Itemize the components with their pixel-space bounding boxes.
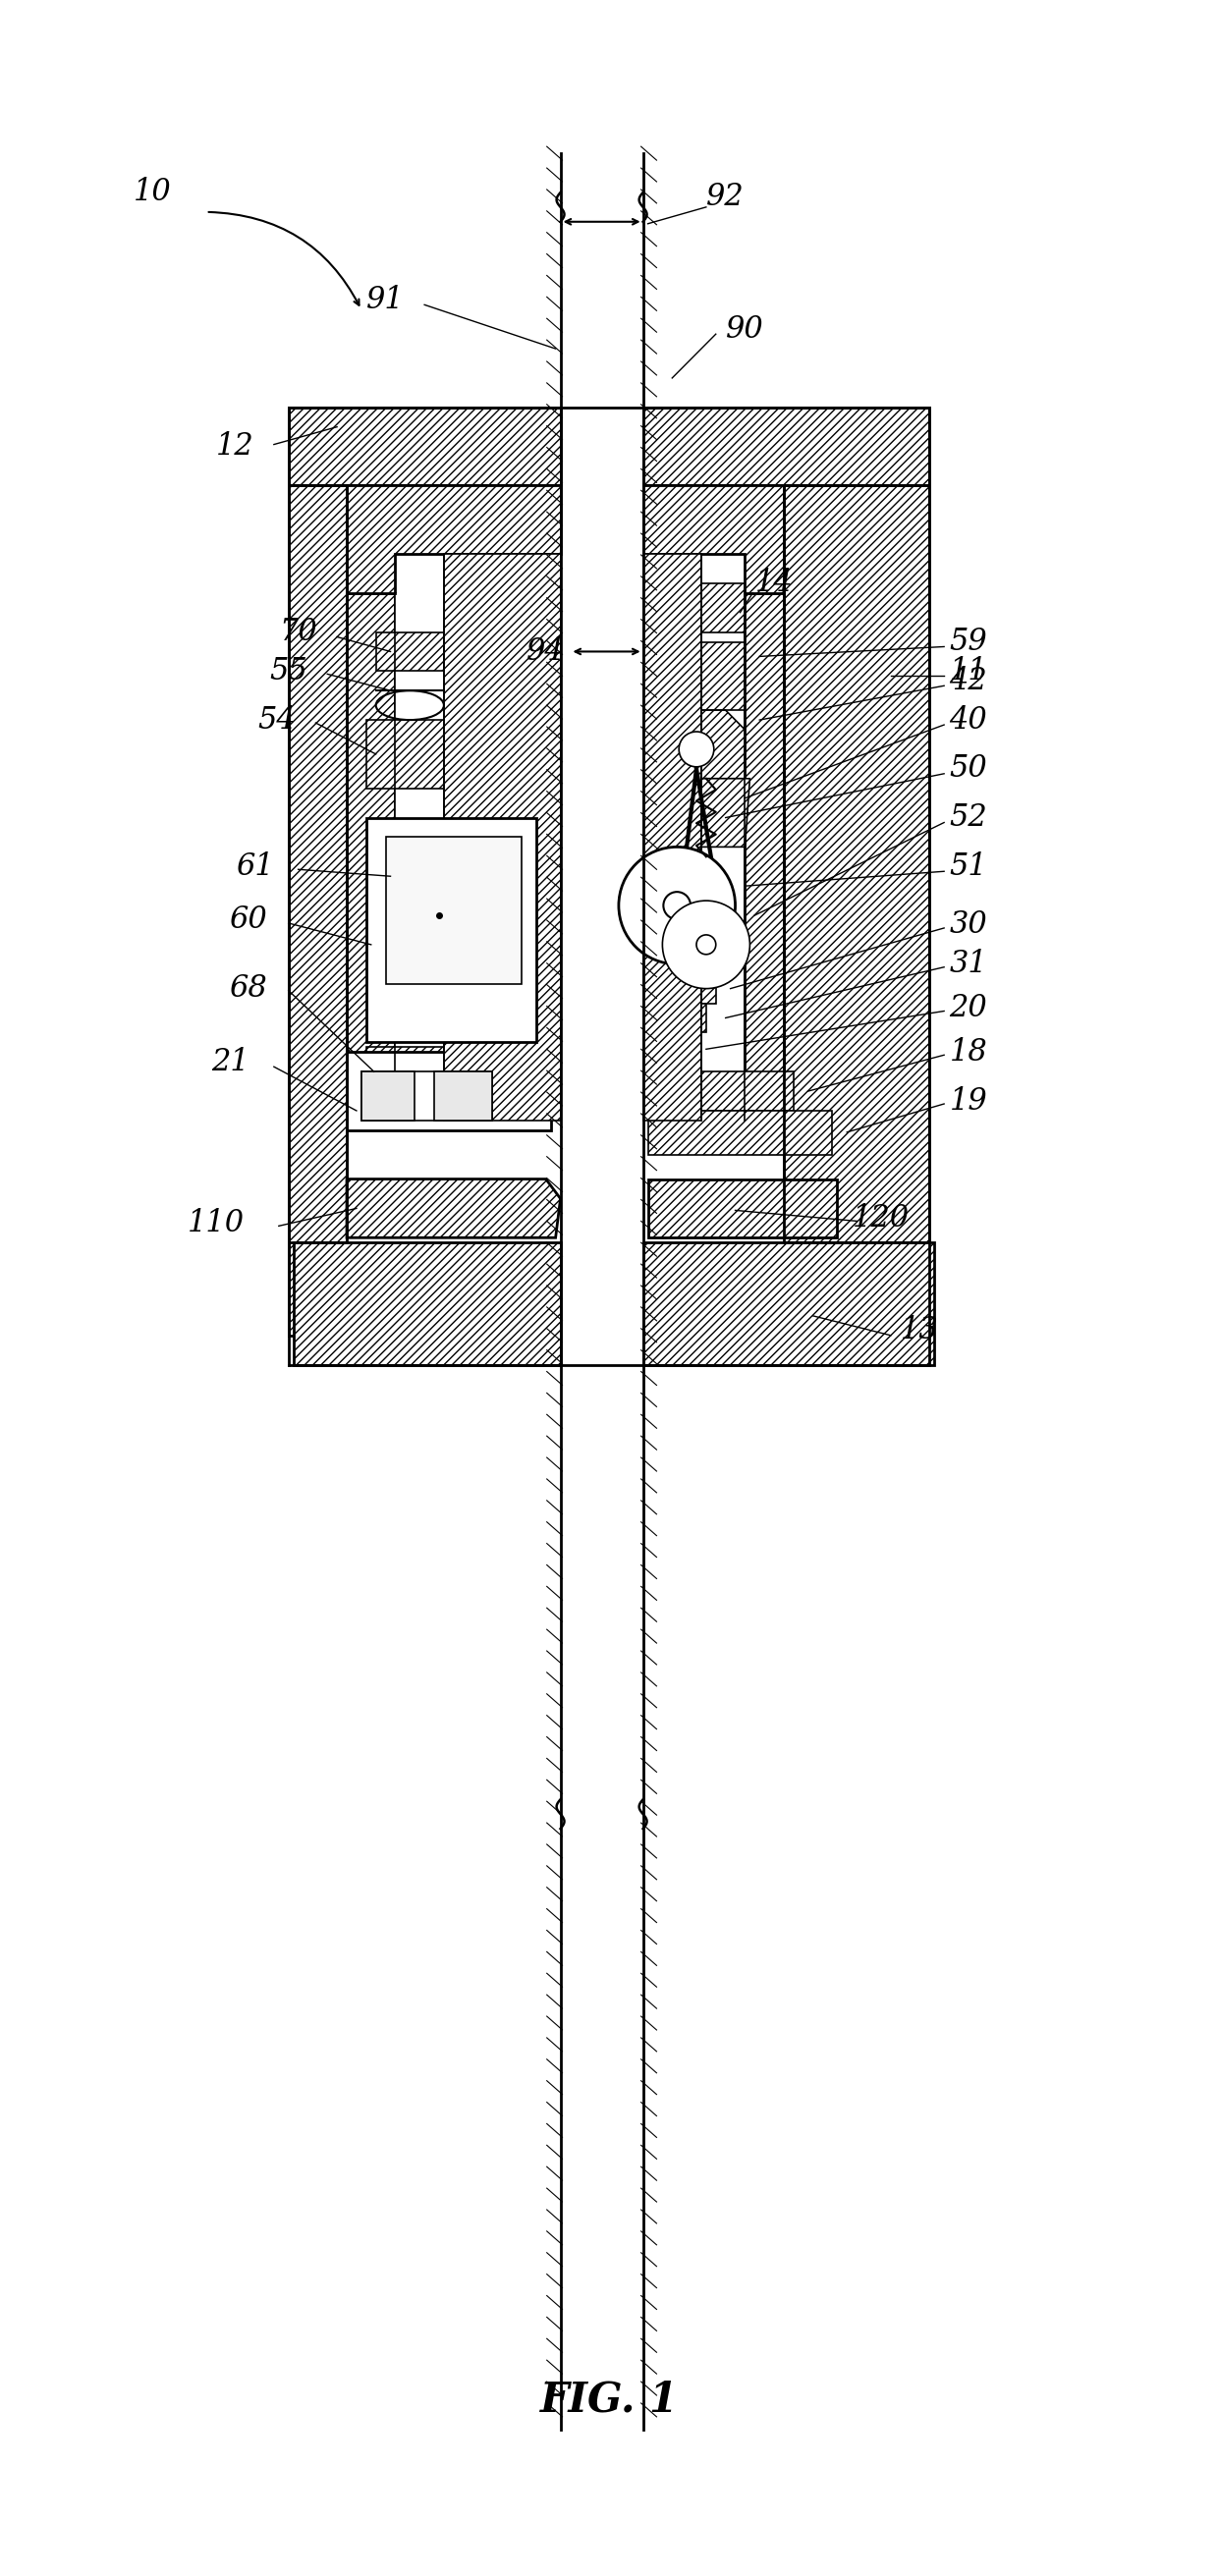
Text: 50: 50 bbox=[949, 755, 988, 783]
Text: 11: 11 bbox=[949, 657, 988, 685]
Polygon shape bbox=[677, 582, 745, 631]
Text: 60: 60 bbox=[229, 904, 267, 935]
Polygon shape bbox=[386, 837, 521, 984]
Polygon shape bbox=[643, 484, 784, 592]
Polygon shape bbox=[289, 484, 347, 1334]
Text: 19: 19 bbox=[949, 1084, 988, 1115]
Text: 13: 13 bbox=[901, 1316, 939, 1345]
Polygon shape bbox=[376, 631, 443, 672]
Polygon shape bbox=[648, 711, 745, 778]
Polygon shape bbox=[643, 554, 702, 1121]
Circle shape bbox=[619, 848, 736, 963]
Text: 18: 18 bbox=[949, 1038, 988, 1066]
Circle shape bbox=[664, 891, 691, 920]
Text: 55: 55 bbox=[269, 657, 307, 685]
Text: 31: 31 bbox=[949, 948, 988, 979]
Text: 52: 52 bbox=[949, 801, 988, 832]
Text: 70: 70 bbox=[279, 616, 317, 647]
Polygon shape bbox=[643, 1242, 934, 1365]
Polygon shape bbox=[367, 1048, 531, 1100]
Polygon shape bbox=[362, 1072, 492, 1121]
Text: 68: 68 bbox=[229, 974, 267, 1005]
Polygon shape bbox=[643, 407, 929, 484]
Text: 61: 61 bbox=[235, 850, 274, 881]
Polygon shape bbox=[396, 554, 560, 1121]
Text: FIG. 1: FIG. 1 bbox=[540, 2380, 678, 2421]
Polygon shape bbox=[653, 778, 750, 848]
Text: 94: 94 bbox=[527, 636, 565, 667]
Polygon shape bbox=[434, 1072, 492, 1121]
Text: 110: 110 bbox=[188, 1208, 244, 1239]
Text: 91: 91 bbox=[367, 286, 404, 314]
Text: 12: 12 bbox=[216, 430, 255, 461]
Text: 120: 120 bbox=[853, 1203, 910, 1234]
Circle shape bbox=[678, 732, 714, 768]
Circle shape bbox=[663, 902, 750, 989]
Text: 54: 54 bbox=[258, 706, 296, 734]
Polygon shape bbox=[648, 1180, 837, 1236]
Polygon shape bbox=[648, 974, 716, 1002]
Polygon shape bbox=[347, 484, 560, 592]
Polygon shape bbox=[367, 817, 536, 1043]
Circle shape bbox=[697, 935, 716, 953]
Text: 21: 21 bbox=[211, 1046, 250, 1077]
Polygon shape bbox=[443, 554, 560, 1121]
Polygon shape bbox=[289, 407, 560, 484]
Polygon shape bbox=[648, 1002, 706, 1033]
Polygon shape bbox=[745, 592, 784, 1121]
Polygon shape bbox=[347, 592, 396, 1121]
Text: 42: 42 bbox=[949, 665, 988, 696]
Polygon shape bbox=[294, 1242, 560, 1365]
Text: 92: 92 bbox=[706, 183, 744, 214]
Polygon shape bbox=[784, 484, 929, 1334]
Polygon shape bbox=[347, 1180, 560, 1236]
Polygon shape bbox=[648, 1110, 832, 1154]
Polygon shape bbox=[648, 1072, 794, 1110]
Text: 20: 20 bbox=[949, 992, 988, 1023]
Text: 10: 10 bbox=[133, 178, 172, 209]
Polygon shape bbox=[648, 1033, 697, 1066]
Text: 14: 14 bbox=[755, 567, 793, 598]
Polygon shape bbox=[347, 1051, 551, 1131]
Text: 59: 59 bbox=[949, 626, 988, 657]
Text: 40: 40 bbox=[949, 706, 988, 734]
Text: 30: 30 bbox=[949, 909, 988, 940]
Polygon shape bbox=[367, 719, 448, 788]
Text: 90: 90 bbox=[726, 314, 764, 345]
Text: 51: 51 bbox=[949, 850, 988, 881]
Polygon shape bbox=[362, 1072, 415, 1121]
Polygon shape bbox=[648, 641, 745, 711]
